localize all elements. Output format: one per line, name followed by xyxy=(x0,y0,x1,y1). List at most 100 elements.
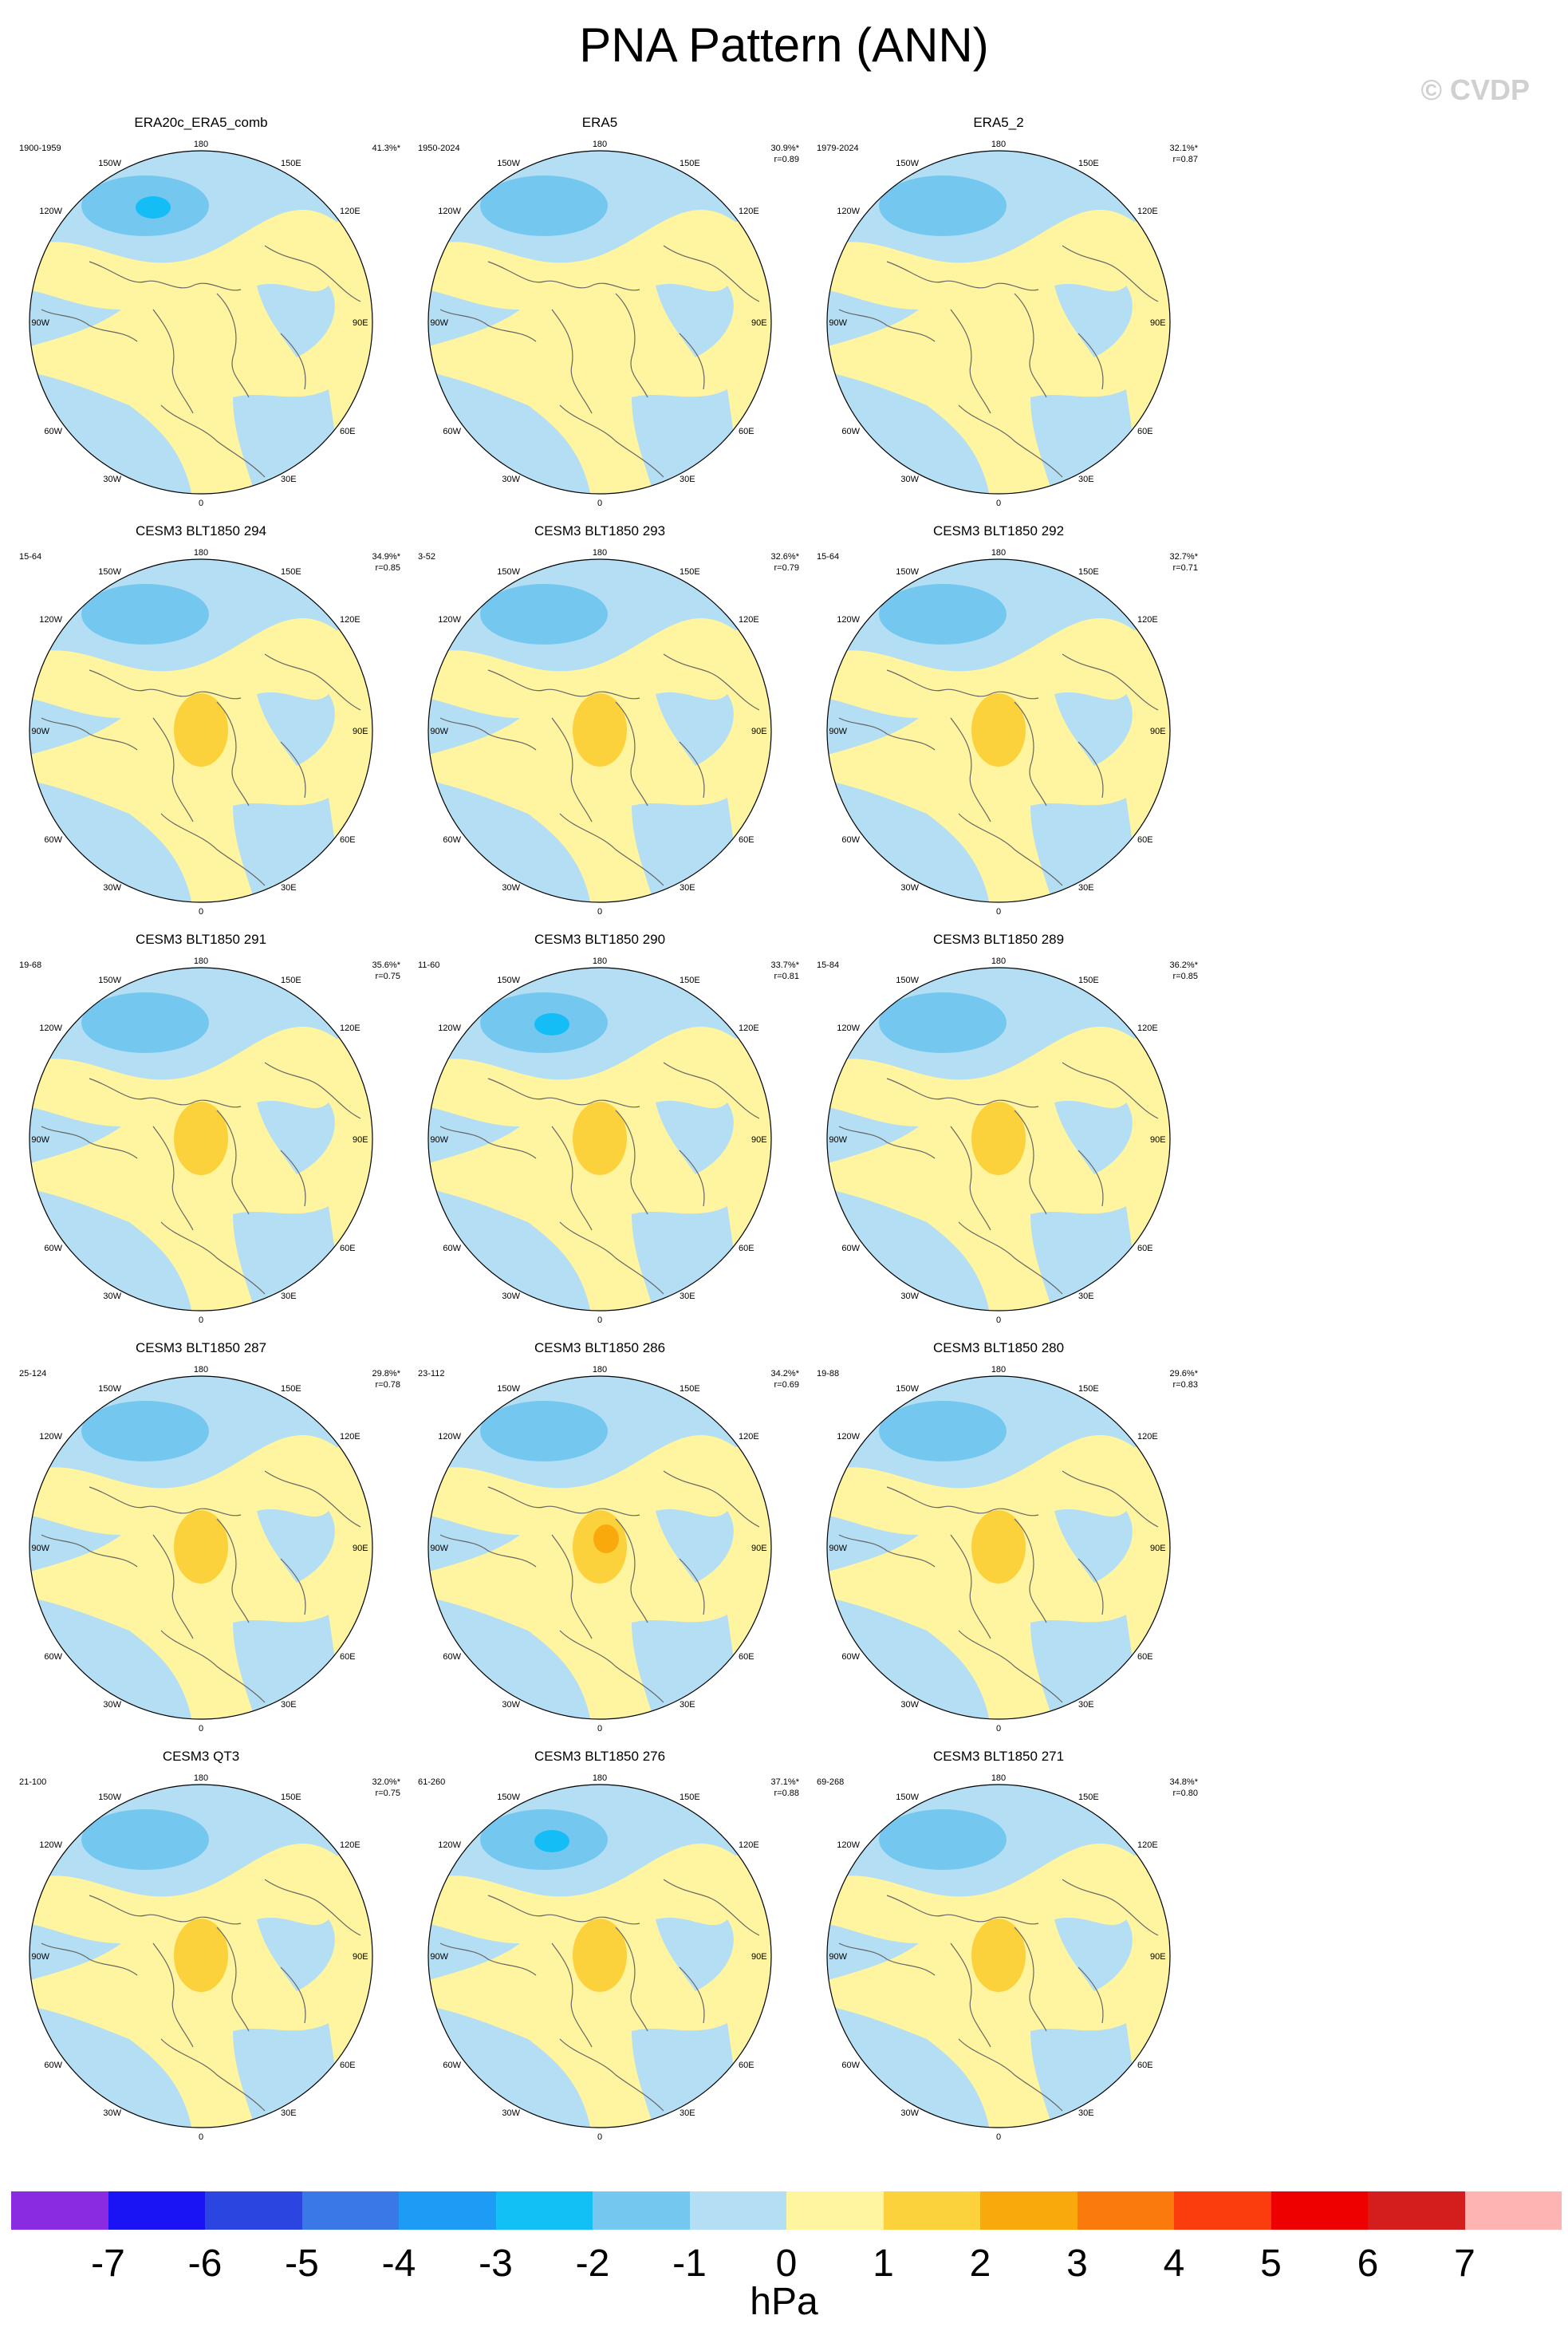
panel-pattern-correlation: r=0.79 xyxy=(774,563,800,573)
negative-anomaly-region xyxy=(827,1919,919,1991)
longitude-label: 30E xyxy=(281,1292,297,1301)
coastline xyxy=(89,261,242,291)
colorbar-swatch xyxy=(1464,2191,1562,2230)
longitude-label: 90W xyxy=(430,1135,448,1145)
map-panel: ERA5 1950-2024 30.9%* r=0.89 180 150W 150E 120W… xyxy=(392,115,871,530)
longitude-label: 180 xyxy=(194,1773,208,1783)
panel-title: CESM3 BLT1850 290 xyxy=(534,932,666,947)
coastline xyxy=(152,1126,194,1231)
longitude-label: 60E xyxy=(340,2061,356,2070)
longitude-label: 120E xyxy=(340,615,360,625)
coastline xyxy=(663,1062,760,1119)
coastline xyxy=(1014,293,1047,398)
coastline xyxy=(487,261,640,291)
longitude-label: 180 xyxy=(194,548,208,558)
positive-anomaly-center xyxy=(971,1510,1026,1584)
longitude-label: 120W xyxy=(438,615,461,625)
longitude-label: 60W xyxy=(44,1244,62,1253)
coastline xyxy=(950,1534,991,1639)
negative-anomaly-center xyxy=(81,1809,209,1870)
longitude-label: 180 xyxy=(991,956,1006,966)
panel-years: 1950-2024 xyxy=(418,144,460,153)
panel-pattern-correlation: r=0.87 xyxy=(1172,155,1199,164)
coastline xyxy=(41,1943,138,1976)
panel-years: 15-84 xyxy=(817,960,840,970)
colorbar-tick: 0 xyxy=(775,2242,798,2285)
longitude-label: 120W xyxy=(438,1024,461,1033)
longitude-label: 30W xyxy=(502,883,520,893)
coastline xyxy=(439,1534,537,1568)
longitude-label: 0 xyxy=(597,907,602,917)
longitude-label: 150E xyxy=(281,976,301,985)
coastline xyxy=(551,1126,593,1231)
map-border xyxy=(826,150,1171,495)
longitude-label: 30E xyxy=(680,1700,695,1710)
negative-anomaly-region xyxy=(656,692,734,766)
coastline xyxy=(958,813,1063,886)
coastline xyxy=(679,1558,705,1615)
map-border xyxy=(826,1784,1171,2128)
longitude-label: 90W xyxy=(31,727,49,736)
longitude-label: 0 xyxy=(597,1724,602,1734)
colorbar-tick: 3 xyxy=(1066,2242,1088,2285)
coastline xyxy=(1062,1879,1159,1936)
negative-anomaly-region xyxy=(656,1509,734,1583)
map-border xyxy=(427,1375,772,1720)
coastline xyxy=(487,1895,640,1925)
longitude-label: 0 xyxy=(996,2132,1001,2142)
longitude-label: 120W xyxy=(837,207,860,216)
panel-years: 11-60 xyxy=(418,960,440,970)
coastline xyxy=(886,1486,1039,1517)
longitude-label: 120E xyxy=(1137,1024,1158,1033)
negative-anomaly-center xyxy=(480,176,608,236)
longitude-label: 150W xyxy=(896,567,919,577)
coastline xyxy=(663,1470,760,1528)
longitude-label: 30W xyxy=(900,1700,919,1710)
panel-years: 19-88 xyxy=(817,1369,840,1379)
panel-variance-pct: 32.0%* xyxy=(372,1777,400,1787)
negative-anomaly-center xyxy=(81,584,209,645)
longitude-label: 150W xyxy=(497,1793,520,1802)
longitude-label: 90E xyxy=(751,727,767,736)
map-panel: CESM3 BLT1850 271 69-268 34.8%* r=0.80 180 15… xyxy=(791,1749,1270,2163)
longitude-label: 150W xyxy=(98,159,121,168)
panel-title: CESM3 BLT1850 271 xyxy=(932,1749,1065,1764)
negative-anomaly-region xyxy=(257,283,335,357)
longitude-label: 90E xyxy=(353,318,368,328)
panel-variance-pct: 29.6%* xyxy=(1169,1369,1198,1379)
panel-years: 15-64 xyxy=(817,552,840,562)
coastline xyxy=(1078,741,1104,799)
polar-map: 180 150W 150E 120W 120E 90W 90E 60W 60E 30W 30E 0 xyxy=(29,1773,373,2142)
coastline xyxy=(838,309,936,342)
longitude-label: 90E xyxy=(353,727,368,736)
longitude-label: 150W xyxy=(896,159,919,168)
longitude-label: 90W xyxy=(430,1952,448,1962)
coastline xyxy=(886,1895,1039,1925)
longitude-label: 150E xyxy=(680,159,700,168)
coastline xyxy=(41,1126,138,1159)
longitude-label: 0 xyxy=(996,1315,1001,1325)
longitude-label: 90W xyxy=(829,318,847,328)
longitude-label: 120W xyxy=(837,1024,860,1033)
colorbar-swatch xyxy=(1368,2191,1465,2230)
coastline xyxy=(160,1630,266,1703)
longitude-label: 150W xyxy=(896,976,919,985)
colorbar-swatch xyxy=(495,2191,593,2230)
coastline xyxy=(663,245,760,302)
positive-anomaly-center xyxy=(573,1102,627,1175)
coastline xyxy=(280,333,306,390)
colorbar-swatch xyxy=(1077,2191,1174,2230)
coastline xyxy=(559,1221,664,1295)
negative-anomaly-region xyxy=(827,286,919,357)
panel-variance-pct: 34.2%* xyxy=(770,1369,799,1379)
longitude-label: 180 xyxy=(194,140,208,149)
longitude-label: 120E xyxy=(1137,1432,1158,1442)
longitude-label: 30E xyxy=(680,475,695,484)
colorbar-tick-labels: -7 -6 -5 -4 -3 -2 -1 0 1 2 3 4 5 6 7 xyxy=(0,2242,1568,2290)
panel-variance-pct: 32.7%* xyxy=(1169,552,1198,562)
colorbar-swatch xyxy=(883,2191,980,2230)
polar-map: 180 150W 150E 120W 120E 90W 90E 60W 60E 30W 30E 0 xyxy=(427,1365,772,1734)
coastline xyxy=(615,293,648,398)
longitude-label: 60W xyxy=(841,1244,860,1253)
panel-years: 1979-2024 xyxy=(817,144,859,153)
